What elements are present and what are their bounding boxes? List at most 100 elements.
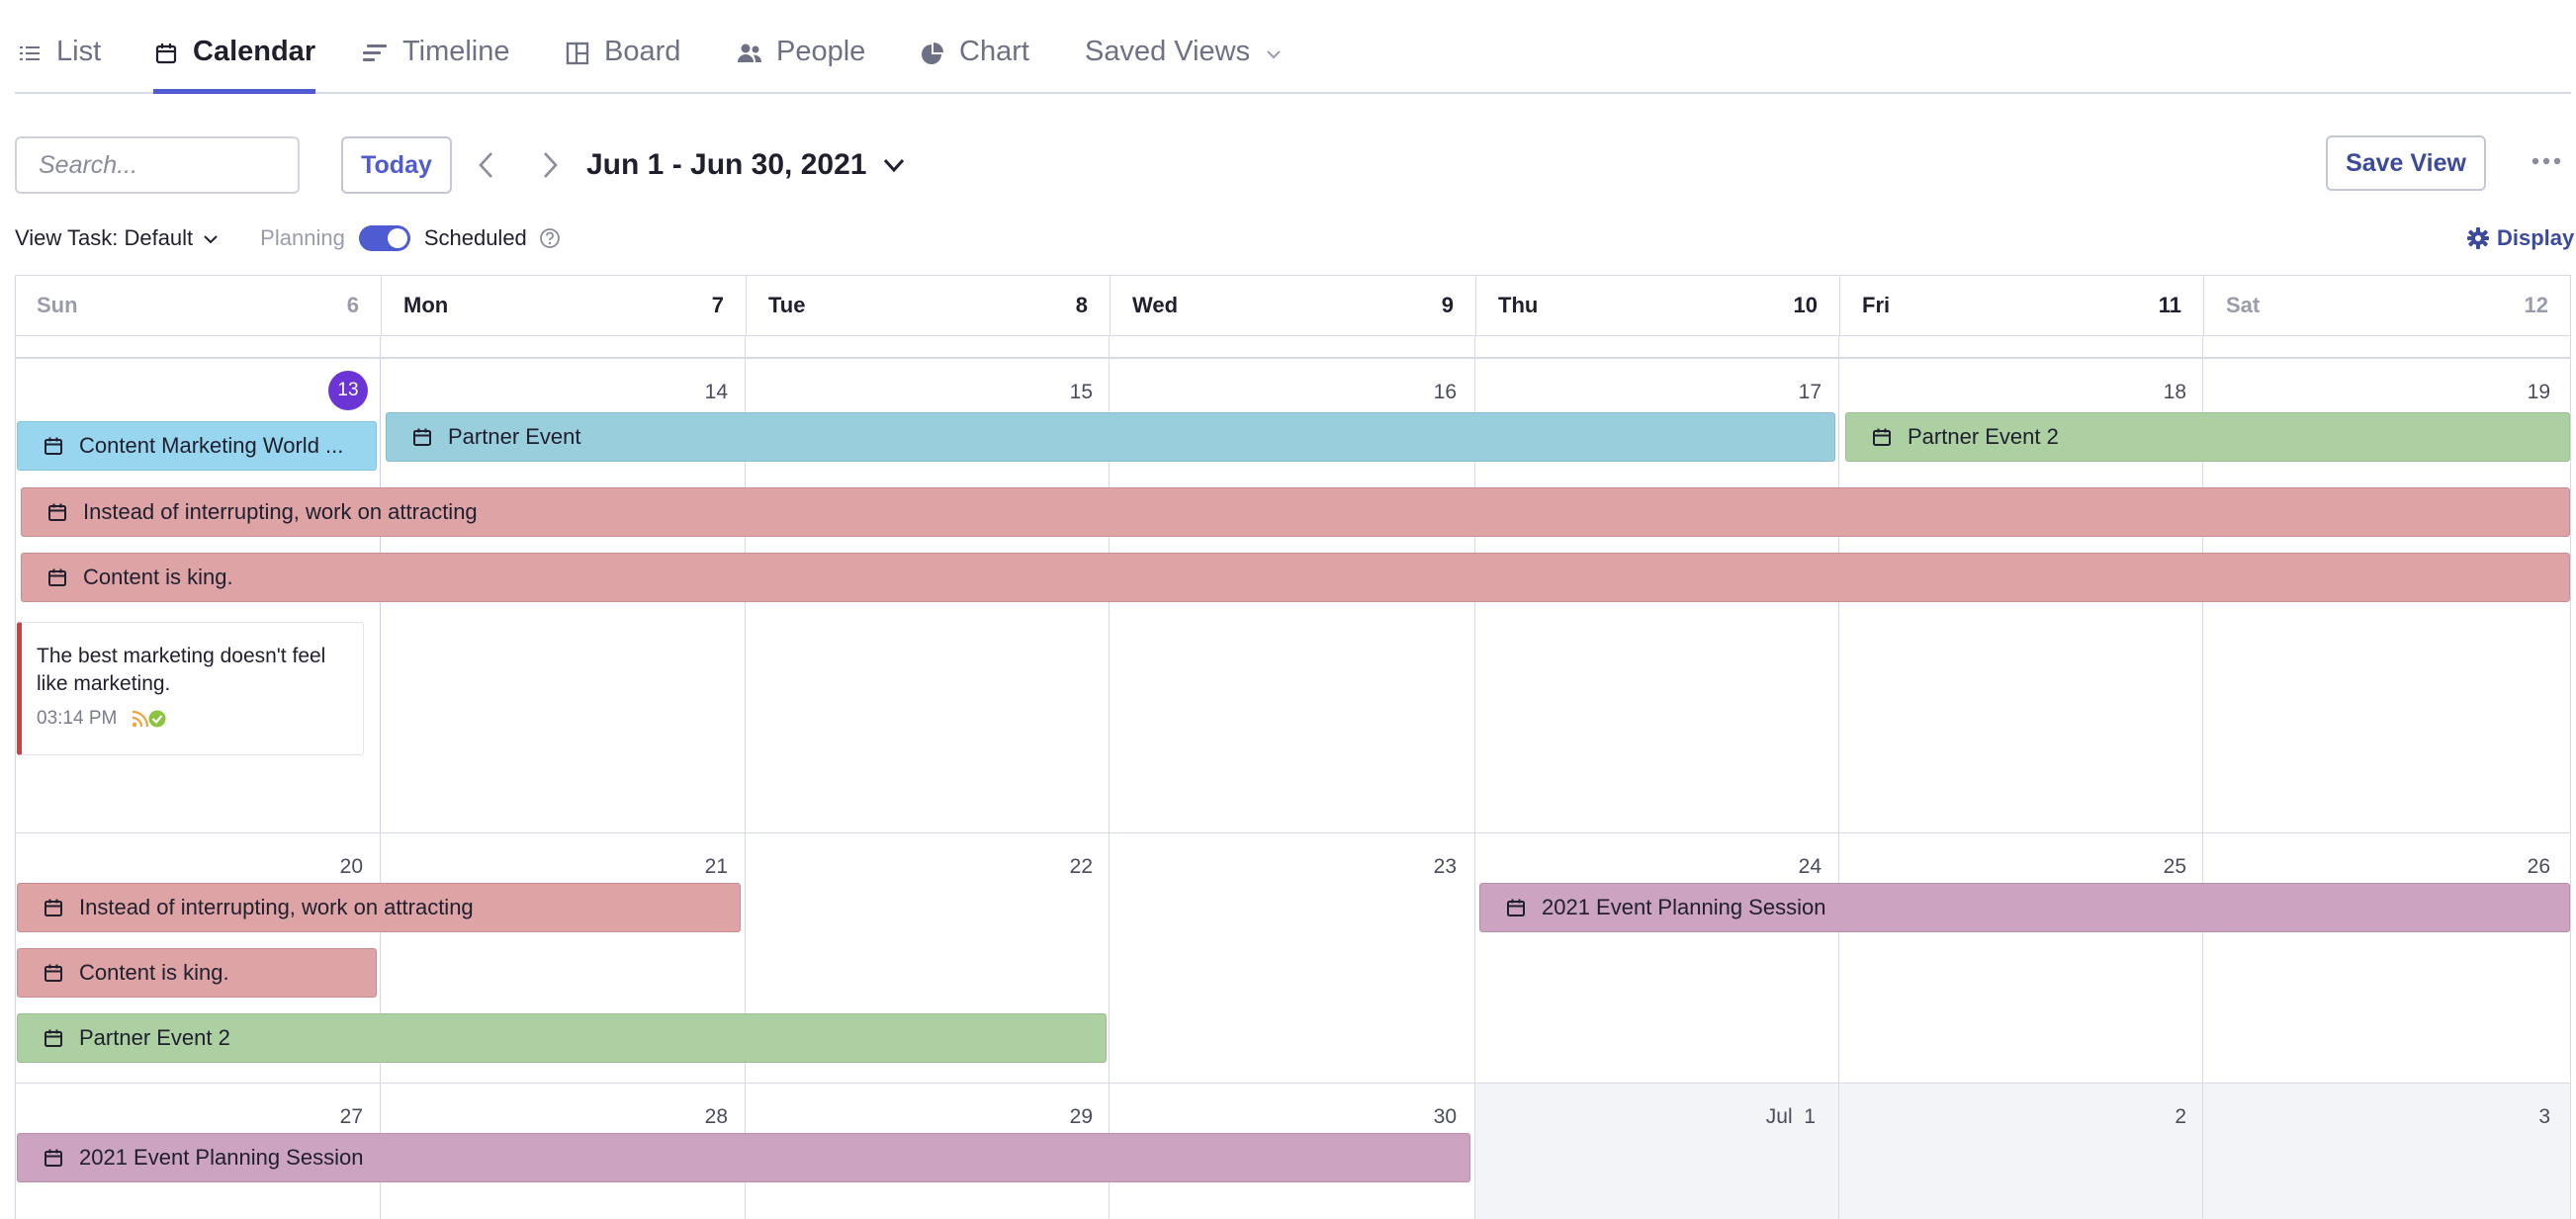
event-title: Partner Event <box>448 424 581 449</box>
header-cell-fri: Fri 11 <box>1839 276 2203 335</box>
post-meta: 03:14 PM <box>37 708 347 730</box>
day-number: 18 <box>2163 381 2186 403</box>
calendar-week: 27 28 29 30 Jul 1 2 3 2021 Event Plannin… <box>15 1084 2571 1219</box>
event-title: Partner Event 2 <box>79 1025 230 1050</box>
tab-list[interactable]: List <box>17 36 101 94</box>
day-number: 2 <box>2175 1105 2186 1128</box>
calendar-header-row: Sun 6 Mon 7 Tue 8 Wed 9 Thu 10 Fri 11 Sa… <box>15 275 2571 336</box>
event-title: Content Marketing World ... <box>79 433 344 458</box>
post-title: The best marketing doesn't feel like mar… <box>37 645 326 695</box>
search-box[interactable] <box>15 136 386 194</box>
header-cell-mon: Mon 7 <box>381 276 746 335</box>
pie-chart-icon <box>920 41 945 66</box>
calendar-event[interactable]: Instead of interrupting, work on attract… <box>21 487 2570 537</box>
calendar-week: 13 14 15 16 17 18 19 Content Marketing W… <box>15 358 2571 833</box>
tab-people[interactable]: People <box>737 36 865 94</box>
prev-period-button[interactable] <box>469 146 504 184</box>
scheduled-post-card[interactable]: The best marketing doesn't feel like mar… <box>17 622 364 755</box>
display-label: Display <box>2497 225 2575 250</box>
date-range-picker[interactable]: Jun 1 - Jun 30, 2021 <box>586 143 906 187</box>
calendar-icon <box>44 1028 63 1048</box>
calendar-event[interactable]: Content is king. <box>21 553 2570 602</box>
weekday-label: Sat <box>2226 293 2261 317</box>
people-icon <box>737 41 762 66</box>
help-icon[interactable] <box>539 227 561 249</box>
day-number: 27 <box>339 1105 363 1128</box>
day-number: 22 <box>1069 855 1093 878</box>
calendar-icon <box>1506 898 1526 917</box>
tab-board[interactable]: Board <box>565 36 680 94</box>
calendar-icon <box>47 567 67 587</box>
view-task-label: View Task: Default <box>15 225 194 250</box>
next-period-button[interactable] <box>532 146 568 184</box>
event-title: Content is king. <box>83 565 233 589</box>
event-title: Content is king. <box>79 960 229 985</box>
calendar-event[interactable]: Content is king. <box>17 948 377 998</box>
display-button[interactable]: Display <box>2467 225 2574 251</box>
event-title: 2021 Event Planning Session <box>79 1145 364 1170</box>
calendar-icon <box>44 1148 63 1168</box>
search-input[interactable] <box>39 150 361 180</box>
today-button[interactable]: Today <box>341 136 452 194</box>
chevron-down-icon <box>203 225 219 251</box>
day-number: 12 <box>2524 293 2548 317</box>
day-number: 19 <box>2527 381 2550 403</box>
day-number: Jul 1 <box>1765 1105 1816 1128</box>
day-number: 23 <box>1433 855 1457 878</box>
view-options-bar: View Task: Default Planning Scheduled <box>15 223 561 253</box>
calendar-icon <box>44 963 63 983</box>
rss-icon <box>133 710 149 728</box>
calendar-icon <box>412 427 432 447</box>
view-task-selector[interactable]: View Task: Default <box>15 225 219 251</box>
calendar-icon <box>1872 427 1892 447</box>
header-cell-sat: Sat 12 <box>2203 276 2570 335</box>
chevron-down-icon <box>882 148 906 182</box>
calendar-event[interactable]: Content Marketing World ... <box>17 421 377 471</box>
day-number: 14 <box>704 381 728 403</box>
tab-label: Board <box>604 36 681 67</box>
calendar-event[interactable]: 2021 Event Planning Session <box>1479 883 2570 932</box>
post-time: 03:14 PM <box>37 708 118 729</box>
toggle-knob <box>387 228 407 248</box>
day-number: 21 <box>704 855 728 878</box>
weekday-label: Tue <box>768 293 806 317</box>
event-title: Instead of interrupting, work on attract… <box>83 499 478 524</box>
day-number: 29 <box>1069 1105 1093 1128</box>
calendar-event[interactable]: Partner Event <box>386 412 1835 462</box>
save-view-button[interactable]: Save View <box>2326 135 2486 191</box>
today-date-badge[interactable]: 13 <box>328 371 368 410</box>
tab-label: Calendar <box>193 36 316 67</box>
tab-calendar[interactable]: Calendar <box>153 36 316 94</box>
calendar-event[interactable]: Partner Event 2 <box>1845 412 2570 462</box>
day-number: 17 <box>1798 381 1821 403</box>
more-options-icon[interactable] <box>2527 146 2566 176</box>
event-title: Instead of interrupting, work on attract… <box>79 895 474 919</box>
day-number: 30 <box>1433 1105 1457 1128</box>
view-tabs: List Calendar Timeline Board People Char… <box>15 0 2571 94</box>
day-number: 20 <box>339 855 363 878</box>
day-number: 15 <box>1069 381 1093 403</box>
day-number: 24 <box>1798 855 1821 878</box>
planning-scheduled-toggle[interactable] <box>358 225 410 251</box>
event-title: Partner Event 2 <box>1908 424 2059 449</box>
tab-chart[interactable]: Chart <box>920 36 1029 94</box>
header-cell-tue: Tue 8 <box>746 276 1110 335</box>
day-number: 6 <box>346 293 359 317</box>
day-number: 11 <box>2158 293 2181 317</box>
calendar-event[interactable]: Instead of interrupting, work on attract… <box>17 883 741 932</box>
date-range-label: Jun 1 - Jun 30, 2021 <box>586 148 867 181</box>
tab-timeline[interactable]: Timeline <box>363 36 510 94</box>
calendar-event[interactable]: 2021 Event Planning Session <box>17 1133 1470 1182</box>
calendar-icon <box>47 502 67 522</box>
planning-label: Planning <box>260 225 345 250</box>
day-number: 9 <box>1441 293 1454 317</box>
weekday-label: Fri <box>1862 293 1891 317</box>
day-number: 7 <box>711 293 724 317</box>
tab-label: Chart <box>959 36 1029 67</box>
tab-label: Saved Views <box>1085 36 1251 67</box>
calendar-event[interactable]: Partner Event 2 <box>17 1013 1107 1063</box>
tab-saved-views[interactable]: Saved Views <box>1085 36 1284 94</box>
day-number: 25 <box>2163 855 2186 878</box>
event-title: 2021 Event Planning Session <box>1542 895 1826 919</box>
chevron-down-icon <box>1264 40 1284 72</box>
